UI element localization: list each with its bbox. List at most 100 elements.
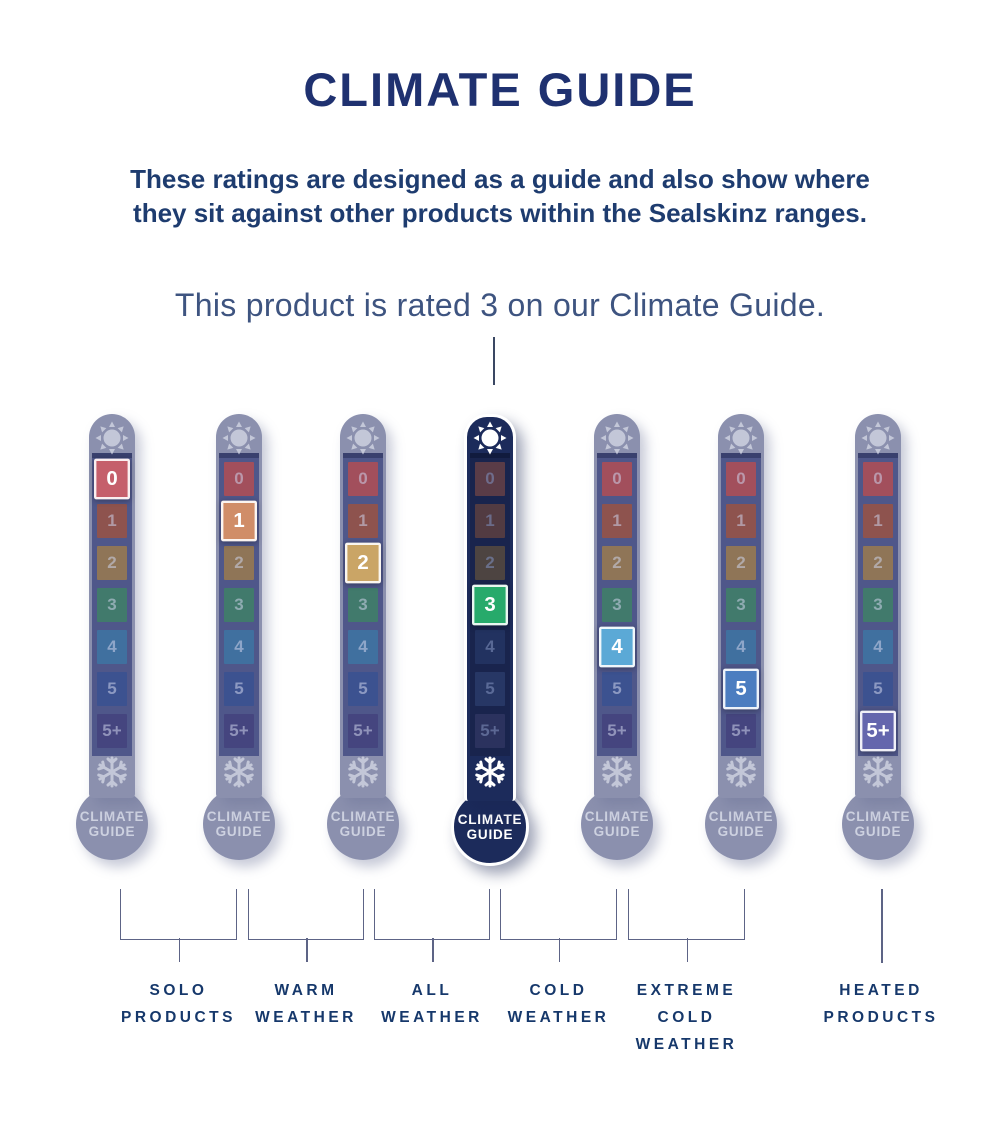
level-square-5+: 5+	[224, 714, 254, 748]
level-square-4-highlighted: 4	[599, 626, 635, 668]
level-square-4: 4	[726, 630, 756, 664]
level-square-5: 5	[224, 672, 254, 706]
level-square-5: 5	[475, 672, 505, 706]
level-track: 0 1 2 3 4 5 5+	[343, 453, 383, 756]
sun-icon	[95, 421, 129, 455]
level-square-4: 4	[475, 630, 505, 664]
level-square-5: 5	[863, 672, 893, 706]
category-label: HEATED PRODUCTS	[823, 982, 939, 1026]
level-square-0-highlighted: 0	[94, 458, 130, 500]
thermometer-rated-3-current-product: CLIMATE GUIDE 0 1 2 3 4 5 5+	[430, 414, 550, 866]
bulb-label: CLIMATE GUIDE	[330, 809, 396, 839]
bulb-label: CLIMATE GUIDE	[79, 809, 145, 839]
thermometer-rated-2: CLIMATE GUIDE 0 1 2 3 4 5 5+	[303, 414, 423, 864]
climate-guide-bulb: CLIMATE GUIDE	[327, 788, 399, 860]
level-square-5+: 5+	[726, 714, 756, 748]
bracket-stub	[306, 938, 308, 962]
climate-guide-bulb: CLIMATE GUIDE	[581, 788, 653, 860]
level-square-1: 1	[863, 504, 893, 538]
level-square-2: 2	[97, 546, 127, 580]
category-label: COLD WEATHER	[507, 982, 610, 1026]
level-square-3: 3	[863, 588, 893, 622]
thermometer-rated-0: CLIMATE GUIDE 0 1 2 3 4 5 5+	[52, 414, 172, 864]
level-square-5+-highlighted: 5+	[860, 710, 896, 752]
level-square-1: 1	[602, 504, 632, 538]
level-square-2-highlighted: 2	[345, 542, 381, 584]
snowflake-icon	[348, 756, 378, 788]
snowflake-icon	[726, 756, 756, 788]
level-square-5+: 5+	[97, 714, 127, 748]
bracket-stub	[178, 938, 180, 962]
level-square-3: 3	[224, 588, 254, 622]
level-track: 0 1 2 3 4 5 5+	[858, 453, 898, 756]
bracket-stub	[686, 938, 688, 962]
level-square-5+: 5+	[348, 714, 378, 748]
level-square-5+: 5+	[475, 714, 505, 748]
bulb-label: CLIMATE GUIDE	[206, 809, 272, 839]
level-square-5-highlighted: 5	[723, 668, 759, 710]
level-square-0: 0	[224, 462, 254, 496]
climate-guide-bulb: CLIMATE GUIDE	[842, 788, 914, 860]
level-square-3: 3	[726, 588, 756, 622]
thermometer-rated-1: CLIMATE GUIDE 0 1 2 3 4 5 5+	[179, 414, 299, 864]
level-square-2: 2	[602, 546, 632, 580]
climate-guide-bulb: CLIMATE GUIDE	[705, 788, 777, 860]
bulb-label: CLIMATE GUIDE	[845, 809, 911, 839]
bulb-label: CLIMATE GUIDE	[457, 812, 523, 842]
level-track: 0 1 2 3 4 5 5+	[470, 453, 510, 756]
category-label: ALL WEATHER	[381, 982, 483, 1026]
category-label: EXTREME COLD WEATHER	[635, 982, 738, 1053]
level-square-4: 4	[348, 630, 378, 664]
level-square-4: 4	[97, 630, 127, 664]
category-bracket	[248, 889, 364, 940]
level-square-1: 1	[475, 504, 505, 538]
snowflake-icon	[475, 756, 505, 788]
bulb-label: CLIMATE GUIDE	[708, 809, 774, 839]
climate-guide-bulb: CLIMATE GUIDE	[203, 788, 275, 860]
level-square-1: 1	[97, 504, 127, 538]
level-square-5: 5	[97, 672, 127, 706]
sun-icon	[600, 421, 634, 455]
level-square-3-highlighted: 3	[472, 584, 508, 626]
category-bracket	[120, 889, 237, 940]
level-square-3: 3	[602, 588, 632, 622]
climate-guide-bulb: CLIMATE GUIDE	[451, 788, 529, 866]
level-track: 0 1 2 3 4 5 5+	[92, 453, 132, 756]
bulb-label: CLIMATE GUIDE	[584, 809, 650, 839]
bracket-stub	[558, 938, 560, 962]
level-square-4: 4	[224, 630, 254, 664]
level-square-5: 5	[348, 672, 378, 706]
level-square-2: 2	[863, 546, 893, 580]
level-square-3: 3	[97, 588, 127, 622]
level-square-0: 0	[602, 462, 632, 496]
sun-icon	[861, 421, 895, 455]
page-title: CLIMATE GUIDE	[303, 63, 697, 116]
level-track: 0 1 2 3 4 5 5+	[597, 453, 637, 756]
level-square-5+: 5+	[602, 714, 632, 748]
snowflake-icon	[863, 756, 893, 788]
level-square-1: 1	[348, 504, 378, 538]
level-square-2: 2	[224, 546, 254, 580]
level-square-1-highlighted: 1	[221, 500, 257, 542]
thermometer-rated-5plus: CLIMATE GUIDE 0 1 2 3 4 5 5+	[818, 414, 938, 864]
level-square-1: 1	[726, 504, 756, 538]
level-square-5: 5	[602, 672, 632, 706]
thermometer-rated-4: CLIMATE GUIDE 0 1 2 3 4 5 5+	[557, 414, 677, 864]
snowflake-icon	[97, 756, 127, 788]
bracket-stub	[432, 938, 434, 962]
category-label: SOLO PRODUCTS	[121, 982, 236, 1026]
pointer-line	[493, 337, 495, 385]
climate-guide-bulb: CLIMATE GUIDE	[76, 788, 148, 860]
level-square-3: 3	[348, 588, 378, 622]
level-square-2: 2	[726, 546, 756, 580]
level-square-0: 0	[475, 462, 505, 496]
level-square-4: 4	[863, 630, 893, 664]
level-track: 0 1 2 3 4 5 5+	[219, 453, 259, 756]
rating-statement: This product is rated 3 on our Climate G…	[174, 287, 826, 323]
category-label: WARM WEATHER	[255, 982, 357, 1026]
intro-text: These ratings are designed as a guide an…	[130, 164, 870, 228]
level-square-2: 2	[475, 546, 505, 580]
category-bracket	[500, 889, 617, 940]
category-bracket	[628, 889, 745, 940]
